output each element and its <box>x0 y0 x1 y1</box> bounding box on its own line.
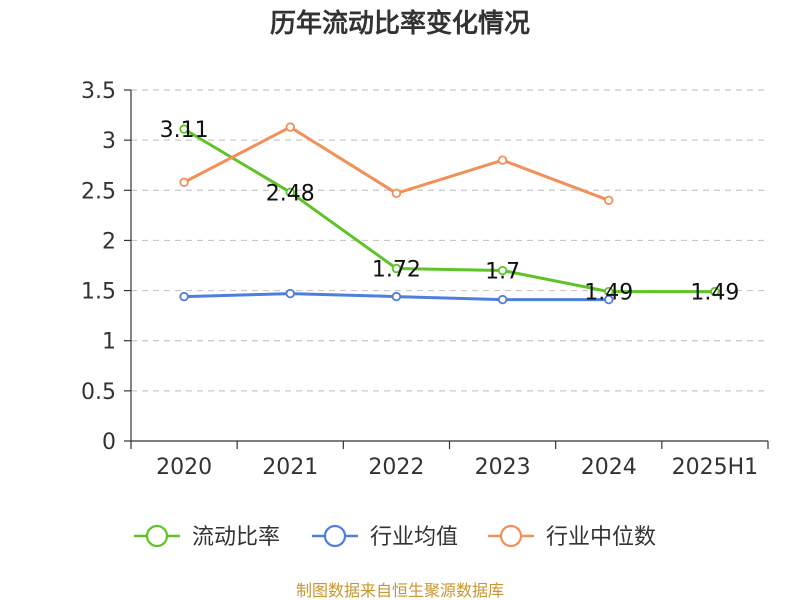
legend-item[interactable]: 行业中位数 <box>488 524 656 550</box>
x-tick-label: 2020 <box>156 455 212 480</box>
data-point <box>497 294 508 305</box>
data-point <box>391 291 402 302</box>
data-point <box>604 294 614 305</box>
data-point <box>497 155 508 165</box>
data-point <box>179 177 189 187</box>
y-tick-label: 2 <box>102 229 116 254</box>
x-tick-label: 2022 <box>368 455 424 480</box>
legend-marker <box>323 524 347 548</box>
data-label: 1.7 <box>485 260 520 285</box>
source-note: 制图数据来自恒生聚源数据库 <box>296 581 504 600</box>
x-tick-label: 2023 <box>475 455 531 480</box>
data-label: 1.49 <box>690 281 739 306</box>
data-point <box>710 286 720 297</box>
legend-label: 行业均值 <box>370 525 458 550</box>
y-axis-tick-labels: 0 0.5 1 1.5 2 2.5 3 3.5 <box>81 79 116 455</box>
data-point <box>497 265 508 276</box>
legend[interactable]: 流动比率 行业均值 行业中位数 <box>134 524 656 550</box>
x-tick-label: 2025H1 <box>672 455 759 480</box>
legend-label: 行业中位数 <box>546 525 656 550</box>
y-tick-label: 1 <box>102 330 116 355</box>
data-point <box>179 291 189 302</box>
data-point <box>285 122 295 132</box>
y-tick-label: 1.5 <box>81 280 116 305</box>
data-point <box>285 288 295 299</box>
data-point <box>179 124 189 134</box>
axes <box>124 89 769 449</box>
data-point <box>391 263 402 274</box>
data-label: 1.49 <box>584 281 633 306</box>
data-point <box>391 188 402 198</box>
y-tick-label: 0.5 <box>81 380 116 405</box>
y-tick-label: 2.5 <box>81 179 116 204</box>
legend-item[interactable]: 流动比率 <box>134 524 280 550</box>
grid-lines <box>131 89 768 392</box>
data-labels: 3.11 2.48 1.72 1.7 1.49 1.49 <box>160 118 740 305</box>
chart-title: 历年流动比率变化情况 <box>270 8 530 39</box>
data-point <box>604 195 614 206</box>
y-tick-label: 3.5 <box>81 79 116 104</box>
x-tick-label: 2021 <box>262 455 318 480</box>
series-line <box>183 127 715 294</box>
y-tick-label: 0 <box>102 430 116 455</box>
legend-label: 流动比率 <box>192 525 280 550</box>
data-label: 2.48 <box>266 181 315 206</box>
legend-marker <box>145 524 169 548</box>
x-axis-tick-labels: 2020 2021 2022 2023 2024 2025H1 <box>156 455 758 480</box>
x-tick-label: 2024 <box>581 455 637 480</box>
data-label: 3.11 <box>160 118 209 143</box>
legend-marker <box>499 524 523 548</box>
series-lines <box>179 122 720 305</box>
data-label: 1.72 <box>372 258 421 283</box>
legend-item[interactable]: 行业均值 <box>312 524 458 550</box>
y-tick-label: 3 <box>102 129 116 154</box>
data-point <box>285 187 295 197</box>
